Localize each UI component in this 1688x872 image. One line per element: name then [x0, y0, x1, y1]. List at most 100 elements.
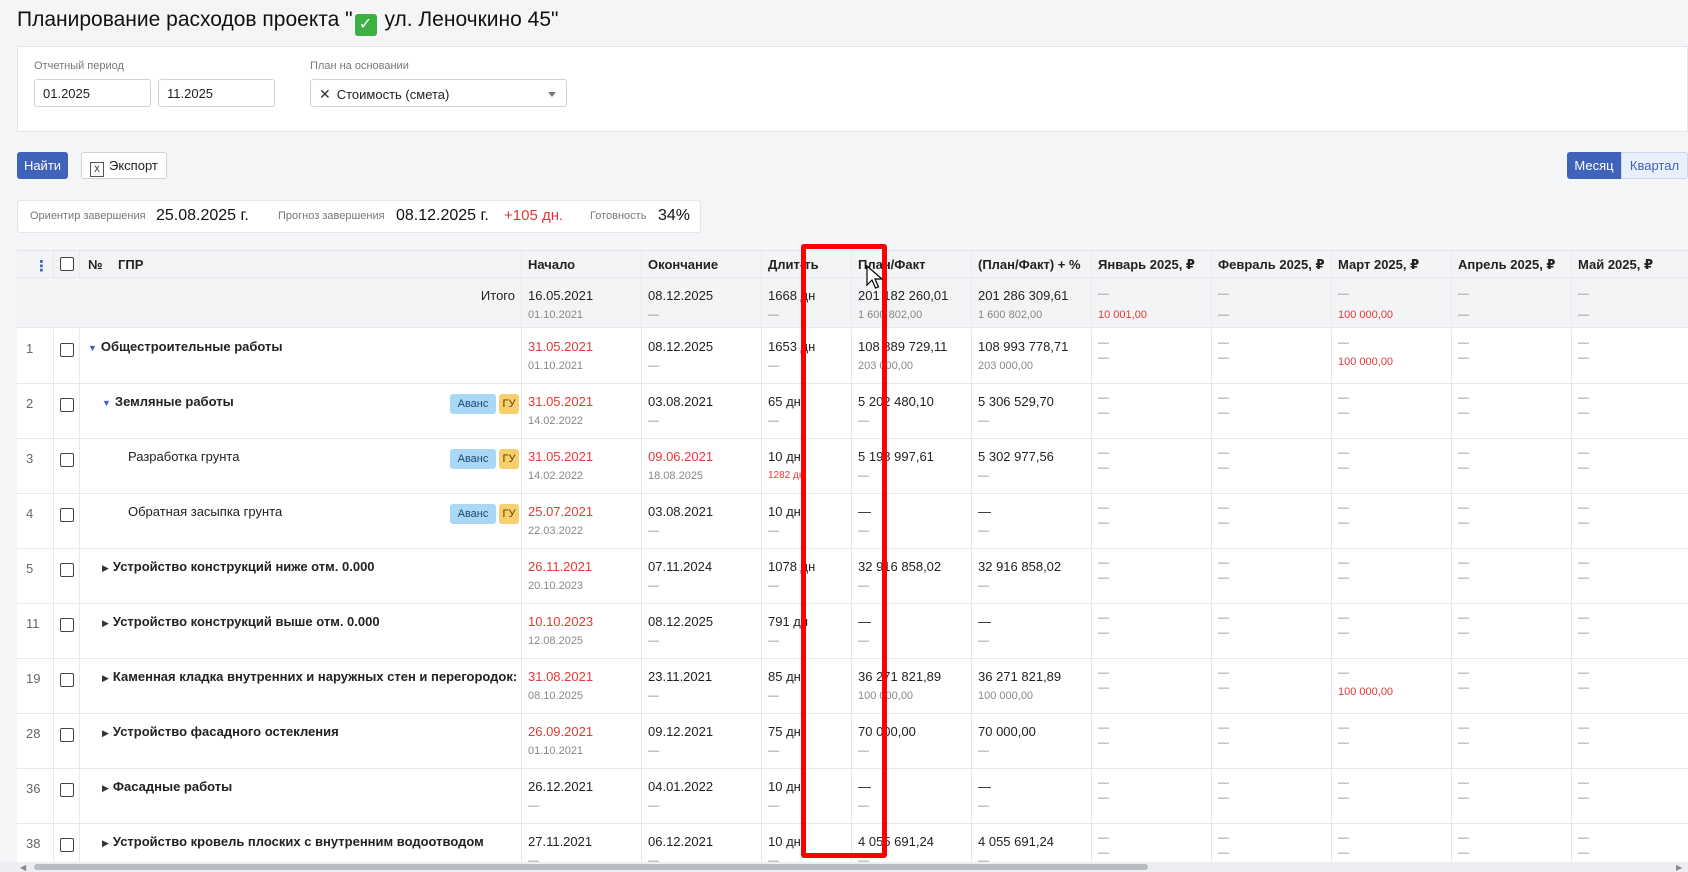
start-date-fact: 01.10.2021 — [528, 745, 584, 757]
period-from-input[interactable]: 01.2025 — [34, 79, 151, 107]
header-month-1[interactable]: Январь 2025, ₽ — [1092, 251, 1212, 277]
table-row[interactable]: 1 ▼ Общестроительные работы 31.05.2021 01.10… — [17, 329, 1688, 384]
clear-icon[interactable]: ✕ — [319, 86, 331, 102]
table-row[interactable]: 38 ▶ Устройство кровель плоских с внутренн… — [17, 824, 1688, 872]
end-date-value: 08.12.2025 — [648, 339, 714, 354]
task-name-label: Разработка грунта — [128, 449, 240, 464]
duration: 85 дн — — [762, 659, 852, 713]
scroll-left-icon[interactable]: ◀ — [20, 863, 27, 872]
row-checkbox-cell — [54, 439, 80, 493]
totals-month-4: — — — [1452, 278, 1572, 327]
row-checkbox[interactable] — [60, 508, 74, 522]
totals-month-2-plan: — — [1218, 288, 1229, 300]
mouse-cursor-icon — [866, 265, 884, 289]
forecast-label: Прогноз завершения — [278, 210, 385, 222]
table-row[interactable]: 3 Разработка грунта Аванс ГУ 31.05.2021 14.02… — [17, 439, 1688, 494]
collapse-caret-icon[interactable]: ▼ — [88, 343, 97, 353]
column-menu-icon[interactable]: ⋮ — [34, 258, 49, 275]
month-toggle[interactable]: Месяц — [1567, 152, 1621, 179]
task-name[interactable]: ▶ Устройство кровель плоских с внутренним… — [102, 834, 484, 849]
scrollbar-thumb[interactable] — [34, 864, 1148, 870]
task-name[interactable]: ▶ Каменная кладка внутренних и наружных с… — [102, 669, 517, 684]
month-plan: — — [1578, 612, 1589, 624]
plan-fact-pct-fact: — — [978, 800, 989, 812]
month-3-cell: — — — [1332, 439, 1452, 493]
row-number-cell: 4 — [17, 494, 54, 548]
row-checkbox[interactable] — [60, 728, 74, 742]
row-checkbox[interactable] — [60, 673, 74, 687]
month-plan: — — [1098, 502, 1109, 514]
month-plan: — — [1338, 612, 1349, 624]
table-row[interactable]: 19 ▶ Каменная кладка внутренних и наружных… — [17, 659, 1688, 714]
header-month-2[interactable]: Февраль 2025, ₽ — [1212, 251, 1332, 277]
expand-caret-icon[interactable]: ▶ — [102, 673, 109, 683]
row-checkbox[interactable] — [60, 783, 74, 797]
month-plan: — — [1578, 392, 1589, 404]
month-3-cell: — — — [1332, 604, 1452, 658]
plan-fact-pct: — — — [972, 494, 1092, 548]
table-row[interactable]: 4 Обратная засыпка грунта Аванс ГУ 25.07.202… — [17, 494, 1688, 549]
table-row[interactable]: 28 ▶ Устройство фасадного остекления 26.09.… — [17, 714, 1688, 769]
select-all-checkbox[interactable] — [60, 257, 74, 271]
start-date-value: 31.05.2021 — [528, 339, 594, 354]
row-checkbox[interactable] — [60, 343, 74, 357]
plan-fact-pct-value: 70 000,00 — [978, 724, 1036, 739]
expand-caret-icon[interactable]: ▶ — [102, 783, 109, 793]
row-checkbox[interactable] — [60, 618, 74, 632]
horizontal-scrollbar[interactable]: ◀ ▶ — [0, 862, 1688, 872]
task-name[interactable]: ▶ Устройство конструкций ниже отм. 0.000 — [102, 559, 375, 574]
expand-caret-icon[interactable]: ▶ — [102, 728, 109, 738]
target-label: Ориентир завершения — [30, 210, 146, 222]
row-checkbox-cell — [54, 769, 80, 823]
row-checkbox[interactable] — [60, 838, 74, 852]
header-month-4[interactable]: Апрель 2025, ₽ — [1452, 251, 1572, 277]
task-name[interactable]: Разработка грунта — [128, 449, 239, 464]
plan-fact-pct: 32 916 858,02 — — [972, 549, 1092, 603]
task-name[interactable]: ▼ Земляные работы — [102, 394, 234, 409]
expand-caret-icon[interactable]: ▶ — [102, 838, 109, 848]
row-checkbox[interactable] — [60, 453, 74, 467]
month-5-cell: — — — [1572, 549, 1688, 603]
duration-fact: — — [768, 525, 779, 537]
task-name[interactable]: ▼ Общестроительные работы — [88, 339, 283, 354]
month-5-cell: — — — [1572, 659, 1688, 713]
month-4-cell: — — — [1452, 604, 1572, 658]
collapse-caret-icon[interactable]: ▼ — [102, 398, 111, 408]
task-name[interactable]: ▶ Фасадные работы — [102, 779, 232, 794]
month-1-cell: — — — [1092, 659, 1212, 713]
header-end[interactable]: Окончание — [642, 251, 762, 277]
table-row[interactable]: 2 ▼ Земляные работы Аванс ГУ 31.05.2021 14.02.… — [17, 384, 1688, 439]
task-name[interactable]: ▶ Устройство фасадного остекления — [102, 724, 339, 739]
month-fact: — — [1098, 627, 1109, 639]
task-name[interactable]: ▶ Устройство конструкций выше отм. 0.000 — [102, 614, 380, 629]
check-mark-icon: ✓ — [354, 14, 377, 36]
row-checkbox[interactable] — [60, 398, 74, 412]
totals-month-3-fact: 100 000,00 — [1338, 309, 1394, 321]
row-name-cell: ▼ Земляные работы Аванс ГУ — [80, 384, 522, 438]
table-row[interactable]: 36 ▶ Фасадные работы 26.12.2021 — 04.01.2022 —… — [17, 769, 1688, 824]
header-start[interactable]: Начало — [522, 251, 642, 277]
find-button[interactable]: Найти — [17, 152, 68, 179]
header-plan-fact[interactable]: План/Факт — [852, 251, 972, 277]
month-fact: 100 000,00 — [1338, 686, 1394, 698]
totals-start: 16.05.2021 01.10.2021 — [522, 278, 642, 327]
header-month-5[interactable]: Май 2025, ₽ — [1572, 251, 1688, 277]
month-plan: — — [1458, 502, 1469, 514]
task-name[interactable]: Обратная засыпка грунта — [128, 504, 282, 519]
basis-select[interactable]: ✕ Стоимость (смета) — [310, 79, 567, 107]
plan-fact-pct: 5 306 529,70 — — [972, 384, 1092, 438]
expand-caret-icon[interactable]: ▶ — [102, 618, 109, 628]
table-row[interactable]: 5 ▶ Устройство конструкций ниже отм. 0.000… — [17, 549, 1688, 604]
plan-fact-fact: — — [858, 745, 869, 757]
export-button[interactable]: X Экспорт — [81, 152, 167, 179]
header-month-3[interactable]: Март 2025, ₽ — [1332, 251, 1452, 277]
row-checkbox[interactable] — [60, 563, 74, 577]
header-plan-fact-pct[interactable]: (План/Факт) + % — [972, 251, 1092, 277]
scroll-right-icon[interactable]: ▶ — [1676, 863, 1683, 872]
expand-caret-icon[interactable]: ▶ — [102, 563, 109, 573]
table-row[interactable]: 11 ▶ Устройство конструкций выше отм. 0.00… — [17, 604, 1688, 659]
header-duration[interactable]: Длит-ть — [762, 251, 852, 277]
period-to-input[interactable]: 11.2025 — [158, 79, 275, 107]
month-fact: — — [1218, 572, 1229, 584]
quarter-toggle[interactable]: Квартал — [1621, 152, 1688, 179]
